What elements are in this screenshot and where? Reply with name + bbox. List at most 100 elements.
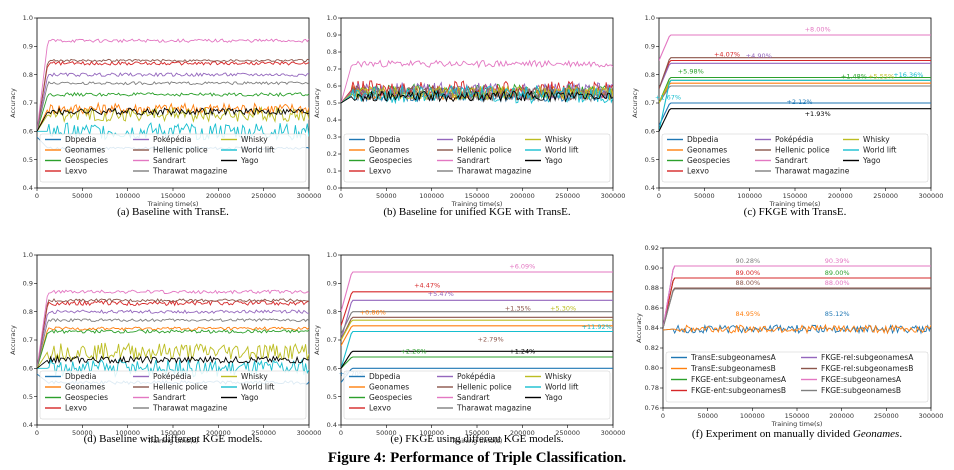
legend-label: Hellenic police — [457, 383, 512, 392]
series-line-world-lift — [659, 79, 931, 132]
legend-label: Tharawat magazine — [152, 167, 228, 176]
series-line-tharawat-magazine — [37, 81, 309, 132]
y-tick-label: 0.7 — [23, 336, 33, 344]
y-tick-label: 1.0 — [327, 251, 337, 259]
legend-label: World lift — [241, 146, 275, 155]
x-tick-label: 300000 — [919, 192, 944, 200]
legend-label: Geonames — [65, 146, 105, 155]
legend-label: FKGE:subgeonamesB — [821, 386, 901, 395]
legend-label: Lexvo — [369, 404, 391, 413]
legend-label: FKGE-ent:subgeonamesA — [691, 375, 787, 384]
x-tick-label: 50000 — [72, 192, 93, 200]
series-group — [37, 289, 309, 385]
x-tick-label: 50000 — [376, 429, 397, 437]
series-group — [663, 265, 931, 335]
data-annotation: +2.79% — [478, 335, 504, 343]
series-line-hellenic-police — [37, 298, 309, 369]
y-tick-label: 0.8 — [23, 308, 33, 316]
data-annotation: +6.09% — [509, 262, 535, 270]
series-line-geospecies — [37, 328, 309, 369]
legend-label: Lexvo — [65, 404, 87, 413]
y-tick-label: 0.92 — [645, 244, 659, 252]
y-tick-label: 0.76 — [645, 404, 659, 412]
series-line-world-lift — [341, 330, 613, 369]
legend-label: Geospecies — [65, 156, 108, 165]
y-tick-label: 0.78 — [645, 384, 659, 392]
legend-label: FKGE:subgeonamesA — [821, 375, 902, 384]
legend-label: Lexvo — [369, 167, 391, 176]
y-tick-label: 0.7 — [327, 336, 337, 344]
legend-label: Hellenic police — [153, 146, 208, 155]
legend-label: World lift — [241, 383, 275, 392]
legend-label: Poképédia — [153, 372, 191, 381]
x-tick-label: 200000 — [510, 192, 535, 200]
x-tick-label: 300000 — [919, 412, 944, 420]
x-axis-label: Training time(s) — [147, 437, 199, 445]
y-axis-label: Accuracy — [9, 325, 17, 355]
series-group — [659, 34, 931, 132]
y-tick-label: 0.9 — [23, 280, 33, 288]
y-tick-label: 0.90 — [645, 264, 659, 272]
x-tick-label: 200000 — [828, 192, 853, 200]
legend-label: Geonames — [65, 383, 105, 392]
x-tick-label: 200000 — [206, 429, 231, 437]
series-group — [37, 38, 309, 151]
series-line-geonames — [341, 325, 613, 346]
legend-label: Dbpedia — [65, 135, 96, 144]
data-annotation: +4.47% — [414, 282, 440, 290]
series-line-yago — [659, 108, 931, 132]
y-tick-label: 0.5 — [327, 393, 337, 401]
legend-box — [39, 370, 307, 420]
y-tick-label: 0.8 — [327, 308, 337, 316]
y-tick-label: 0.9 — [327, 31, 337, 39]
x-tick-label: 0 — [339, 429, 343, 437]
y-tick-label: 0.5 — [23, 393, 33, 401]
data-annotation: 90.39% — [825, 257, 850, 265]
series-group — [341, 59, 613, 105]
data-annotation: +4.90% — [746, 52, 772, 60]
data-annotation: +5.98% — [678, 67, 704, 75]
y-tick-label: 0.4 — [327, 421, 337, 429]
series-line-sandrart — [659, 34, 931, 61]
data-annotation: +16.36% — [893, 71, 923, 79]
data-annotation: +1.24% — [509, 348, 535, 356]
y-tick-label: 0.4 — [23, 421, 33, 429]
legend-label: Geospecies — [369, 393, 412, 402]
series-line-fkge-rel-subgeonamesb — [663, 287, 931, 329]
legend-label: Yago — [240, 393, 259, 402]
x-tick-label: 250000 — [555, 192, 580, 200]
y-axis-label: Accuracy — [9, 88, 17, 118]
legend-label: Yago — [544, 393, 563, 402]
y-tick-label: 0.6 — [23, 365, 33, 373]
chart-a: 0.4 0.5 0.6 0.7 0.8 0.9 1.0 0 50000 100000 150000 2… — [9, 14, 321, 218]
legend-label: TransE:subgeonamesA — [690, 353, 777, 362]
x-tick-label: 250000 — [251, 429, 276, 437]
y-tick-label: 0.8 — [645, 71, 655, 79]
x-tick-label: 150000 — [785, 412, 810, 420]
series-line-fkge-ent-subgeonamesa — [663, 277, 931, 329]
chart-e: 0.4 0.5 0.6 0.7 0.8 0.9 1.0 0 50000 100000 150000 2… — [313, 251, 625, 445]
series-line-lexvo — [37, 60, 309, 132]
subfigure-caption: (e) FKGE using different KGE models. — [390, 433, 564, 445]
x-axis-label: Training time(s) — [769, 200, 821, 208]
x-tick-label: 200000 — [829, 412, 854, 420]
caption-text: . — [899, 428, 902, 440]
x-tick-label: 0 — [35, 192, 39, 200]
subfigure-caption: (f) Experiment on manually divided Geona… — [692, 428, 902, 440]
x-tick-label: 300000 — [297, 192, 322, 200]
legend-label: Dbpedia — [65, 372, 96, 381]
series-line-geospecies — [37, 91, 309, 132]
x-axis-label: Training time(s) — [771, 420, 823, 428]
data-annotation: +1.48% — [841, 72, 867, 80]
legend-label: Whisky — [863, 135, 890, 144]
legend-label: Geonames — [369, 383, 409, 392]
series-line-fkge-rel-subgeonamesa — [663, 265, 931, 329]
y-tick-label: 0.1 — [327, 167, 337, 175]
y-tick-label: 0.7 — [645, 99, 655, 107]
x-tick-label: 100000 — [419, 192, 444, 200]
y-tick-label: 1.0 — [23, 14, 33, 22]
data-annotation: 89.00% — [825, 269, 850, 277]
data-annotation: 88.00% — [825, 279, 850, 287]
legend-label: Sandrart — [457, 156, 490, 165]
series-line-geospecies — [659, 76, 931, 104]
